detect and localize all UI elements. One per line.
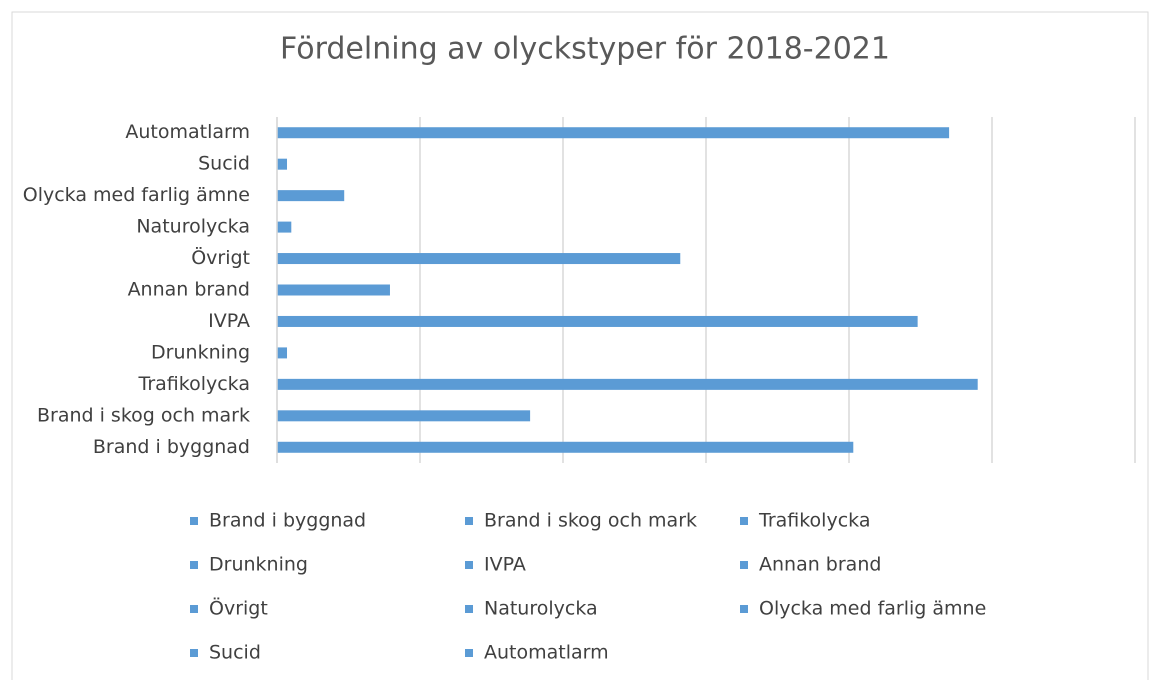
y-tick-label: Trafikolycka <box>138 373 250 395</box>
legend-label: IVPA <box>484 554 526 576</box>
y-tick-label: Annan brand <box>128 279 250 301</box>
legend-swatch <box>465 561 473 569</box>
y-tick-label: Olycka med farlig ämne <box>23 184 250 206</box>
bar <box>277 221 292 233</box>
legend-label: Automatlarm <box>484 642 609 664</box>
bar <box>277 190 345 202</box>
legend-swatch <box>465 605 473 613</box>
legend-swatch <box>190 517 198 525</box>
y-tick-label: Övrigt <box>191 246 250 269</box>
y-tick-label: Brand i skog och mark <box>37 404 250 426</box>
bar <box>277 378 978 390</box>
legend-swatch <box>465 517 473 525</box>
legend-swatch <box>740 605 748 613</box>
bar <box>277 315 918 327</box>
legend-swatch <box>465 649 473 657</box>
legend-label: Sucid <box>209 642 261 664</box>
bar <box>277 127 950 139</box>
bar <box>277 253 681 265</box>
chart-title: Fördelning av olyckstyper för 2018-2021 <box>280 32 890 67</box>
y-tick-label: Naturolycka <box>136 216 250 238</box>
legend-label: Naturolycka <box>484 598 598 620</box>
chart-frame <box>11 11 1149 680</box>
y-tick-label: IVPA <box>208 310 250 332</box>
y-tick-label: Automatlarm <box>125 121 250 143</box>
bar <box>277 410 531 422</box>
legend-label: Olycka med farlig ämne <box>759 598 986 620</box>
bar <box>277 284 390 296</box>
bar <box>277 158 288 170</box>
legend-label: Trafikolycka <box>758 510 870 532</box>
bar <box>277 347 288 359</box>
y-tick-label: Brand i byggnad <box>93 436 250 458</box>
legend-label: Drunkning <box>209 554 308 576</box>
legend-label: Brand i skog och mark <box>484 510 697 532</box>
legend-swatch <box>190 561 198 569</box>
y-tick-label: Drunkning <box>151 341 250 363</box>
legend-label: Brand i byggnad <box>209 510 366 532</box>
legend-swatch <box>740 561 748 569</box>
y-tick-label: Sucid <box>198 153 250 175</box>
legend-swatch <box>190 605 198 613</box>
bar <box>277 441 854 453</box>
legend-swatch <box>190 649 198 657</box>
legend-label: Övrigt <box>209 597 268 620</box>
legend-swatch <box>740 517 748 525</box>
legend-label: Annan brand <box>759 554 881 576</box>
